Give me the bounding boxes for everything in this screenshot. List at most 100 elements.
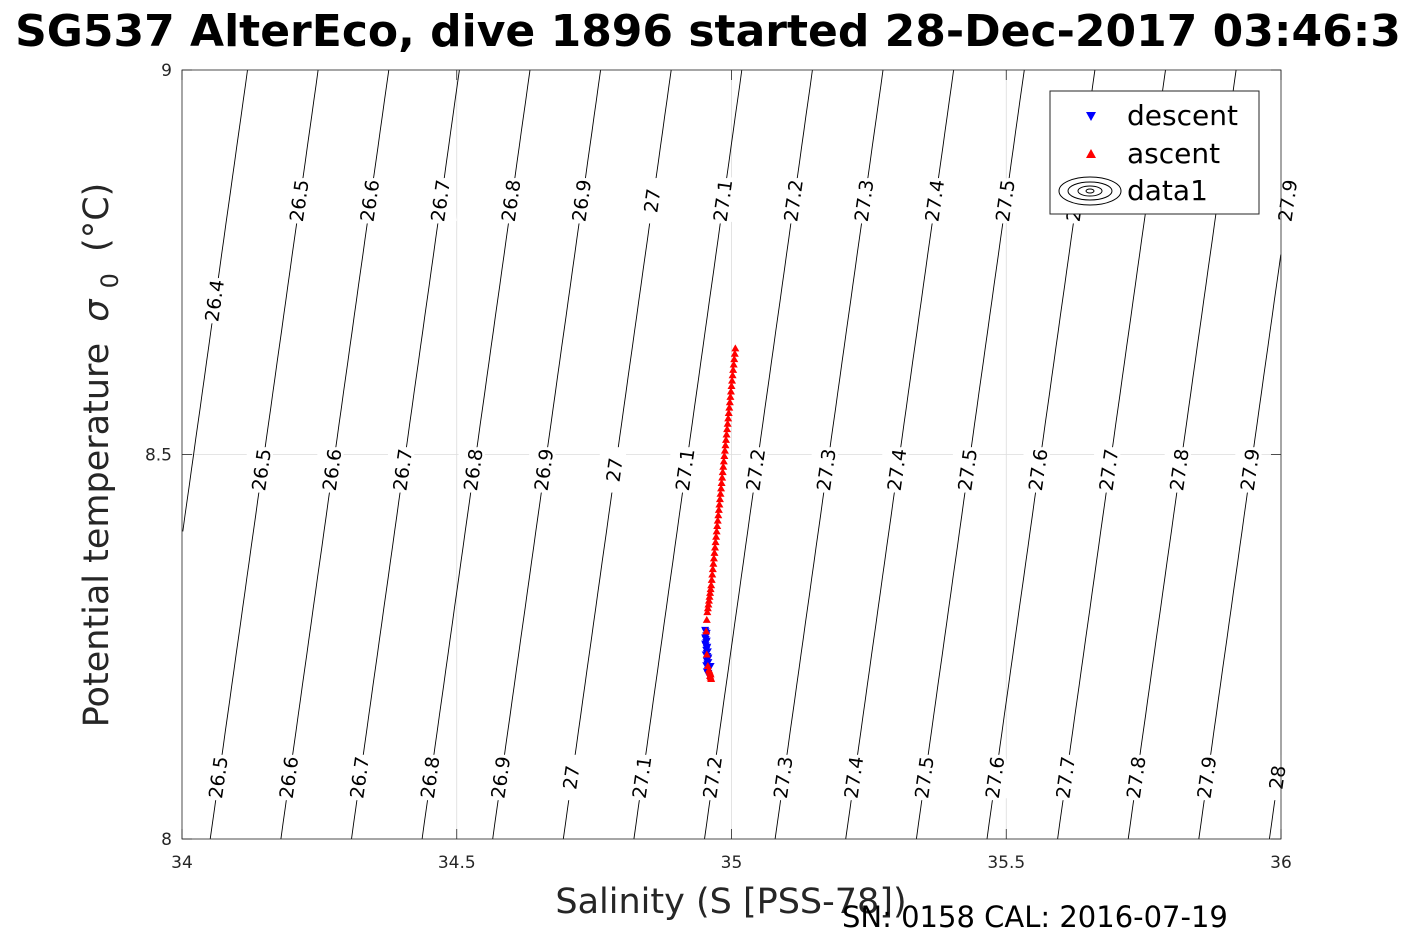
y-tick-label: 8	[161, 830, 172, 850]
ascent-point	[703, 604, 712, 612]
contour-label-mask	[1234, 446, 1267, 494]
ascent-point	[729, 365, 738, 373]
footer-serial-calibration: SN: 0158 CAL: 2016-07-19	[842, 900, 1228, 934]
ascent-point	[714, 505, 723, 513]
contour-label-mask	[1272, 177, 1305, 225]
axis-ticks: 34 34.5 35 35.5 36 8 8.5 9	[145, 61, 1292, 873]
contour-label-mask	[199, 277, 232, 325]
ascent-point	[715, 495, 724, 503]
ascent-point	[702, 615, 711, 623]
ascent-point	[731, 344, 740, 352]
ascent-point	[707, 581, 716, 589]
contour-label-mask	[425, 177, 457, 225]
y-axis-label-text: Potential temperature	[77, 343, 117, 727]
ascent-point	[719, 462, 728, 470]
ascent-point	[723, 419, 732, 427]
contour-label-mask	[202, 753, 235, 802]
contour-label-mask	[495, 177, 528, 225]
chart-title: SG537 AlterEco, dive 1896 started 28-Dec…	[15, 6, 1401, 57]
contour-label-mask	[838, 753, 871, 802]
contour-label-mask	[810, 446, 843, 494]
legend: descent ascent data1	[1049, 90, 1260, 215]
x-axis-label: Salinity (S [PSS-78])	[555, 882, 906, 922]
contour-label-mask	[457, 446, 490, 494]
x-tick-label: 35	[721, 853, 743, 873]
ascent-point	[725, 403, 734, 411]
contour-label-mask	[246, 446, 278, 494]
x-tick-label: 34.5	[438, 853, 476, 873]
ascent-point	[704, 665, 713, 673]
ascent-point	[712, 527, 721, 535]
contour-label: 27	[603, 456, 628, 483]
contour-label-mask	[414, 753, 447, 802]
ascent-point	[728, 371, 737, 379]
ascent-point	[729, 360, 738, 368]
ascent-point	[724, 414, 733, 422]
series-layer	[701, 344, 740, 683]
x-tick-label: 34	[171, 853, 193, 873]
ascent-point	[730, 355, 739, 363]
legend-descent-label: descent	[1127, 99, 1238, 132]
ascent-point	[718, 473, 727, 481]
contour-label-mask	[1093, 446, 1126, 494]
contour-label-mask	[979, 753, 1012, 802]
ascent-point	[707, 575, 716, 583]
contour-label-mask	[909, 753, 941, 802]
ascent-point	[725, 398, 734, 406]
y-axis-label-unit: (°C)	[77, 183, 117, 252]
ascent-point	[726, 387, 735, 395]
contour-label: 27	[559, 764, 584, 791]
ascent-point	[711, 538, 720, 546]
ascent-point	[706, 588, 715, 596]
contour-label-mask	[273, 753, 306, 802]
contour-label-mask	[566, 177, 599, 225]
contour-label-mask	[707, 177, 740, 225]
y-axis-label-group: Potential temperature σ 0 (°C)	[77, 183, 124, 728]
density-contour-line	[1198, 254, 1282, 840]
y-tick-label: 8.5	[145, 446, 172, 466]
ascent-point	[722, 430, 731, 438]
contour-label: 27	[640, 187, 665, 214]
ascent-point	[722, 435, 731, 443]
ascent-point	[712, 532, 721, 540]
ascent-point	[726, 392, 735, 400]
contour-label-mask	[881, 446, 914, 494]
ascent-point	[702, 650, 711, 658]
contour-label-mask	[636, 177, 669, 225]
contour-label-mask	[1262, 753, 1294, 802]
ascent-point	[709, 554, 718, 562]
contour-label-mask	[283, 177, 316, 225]
ascent-point	[718, 468, 727, 476]
ascent-point	[711, 543, 720, 551]
ascent-point	[727, 382, 736, 390]
ascent-point	[716, 489, 725, 497]
ascent-point	[730, 349, 739, 357]
ascent-point	[704, 596, 713, 604]
legend-box	[1049, 90, 1260, 215]
ascent-point	[706, 585, 715, 593]
contour-label-mask	[1050, 753, 1083, 802]
ascent-point	[723, 425, 732, 433]
ascent-point	[717, 478, 726, 486]
legend-data1-label: data1	[1127, 174, 1208, 207]
x-tick-label: 35.5	[987, 853, 1025, 873]
ascent-point	[720, 452, 729, 460]
contour-label-mask	[555, 753, 588, 802]
contour-label-mask	[1191, 753, 1224, 802]
contour-label-mask	[387, 446, 420, 494]
ascent-point	[705, 592, 714, 600]
ascent-point	[709, 559, 718, 567]
contour-label-mask	[1164, 446, 1196, 494]
ascent-point	[710, 548, 719, 556]
legend-ascent-marker	[1086, 149, 1096, 158]
contour-label-mask	[767, 753, 800, 802]
legend-descent-marker	[1086, 112, 1096, 121]
contour-label-mask	[354, 177, 387, 225]
contour-label-mask	[485, 753, 518, 802]
ascent-point	[702, 627, 711, 635]
contour-label-mask	[626, 753, 659, 802]
contour-label-mask	[740, 446, 773, 494]
ascent-point	[703, 608, 712, 616]
ascent-point	[714, 511, 723, 519]
